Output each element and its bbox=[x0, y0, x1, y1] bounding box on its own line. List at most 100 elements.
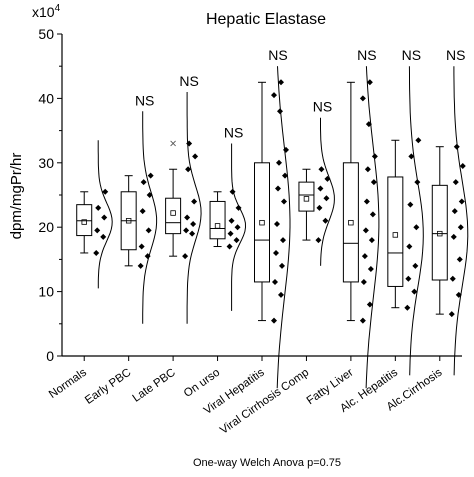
mean-marker bbox=[170, 210, 176, 216]
data-point bbox=[367, 266, 374, 273]
data-point bbox=[272, 278, 278, 285]
iqr-box bbox=[209, 200, 226, 240]
x-tick-label: Early PBC bbox=[83, 367, 133, 407]
data-point bbox=[318, 166, 325, 173]
data-point bbox=[455, 291, 462, 298]
iqr-box bbox=[165, 197, 182, 235]
data-point bbox=[280, 237, 286, 244]
data-point bbox=[93, 249, 100, 256]
data-point bbox=[184, 214, 191, 221]
data-point bbox=[192, 153, 199, 160]
data-point bbox=[366, 301, 373, 308]
data-point bbox=[278, 79, 284, 86]
data-point bbox=[369, 211, 376, 218]
data-point bbox=[191, 198, 198, 205]
mean-marker bbox=[81, 219, 87, 225]
significance-label: NS bbox=[357, 47, 376, 63]
data-point bbox=[414, 179, 421, 186]
significance-label: NS bbox=[313, 99, 332, 115]
data-point bbox=[276, 159, 282, 166]
iqr-box bbox=[387, 176, 404, 287]
data-point bbox=[271, 317, 277, 324]
box-group: Normals bbox=[47, 140, 113, 401]
data-point bbox=[323, 195, 330, 202]
x-tick-label: On urso bbox=[182, 367, 222, 400]
data-point bbox=[182, 253, 189, 260]
distribution-curve bbox=[142, 111, 158, 324]
data-point bbox=[456, 256, 463, 263]
data-point bbox=[140, 179, 147, 186]
data-point bbox=[322, 217, 329, 224]
data-point bbox=[183, 227, 190, 234]
data-point bbox=[277, 108, 283, 115]
data-point bbox=[316, 204, 323, 211]
data-point bbox=[226, 243, 233, 250]
mean-marker bbox=[259, 219, 265, 226]
footnote: One-way Welch Anova p=0.75 bbox=[193, 457, 341, 469]
data-point bbox=[363, 198, 370, 205]
significance-label: NS bbox=[446, 47, 465, 63]
distribution-curve bbox=[453, 66, 469, 376]
data-point bbox=[457, 224, 464, 231]
mean-marker bbox=[303, 196, 310, 202]
distribution-curve bbox=[408, 66, 424, 376]
data-point bbox=[189, 230, 196, 237]
data-point bbox=[364, 166, 371, 173]
data-point bbox=[408, 153, 415, 160]
y-tick-label: 20 bbox=[38, 219, 54, 235]
data-point bbox=[144, 253, 151, 260]
data-point bbox=[366, 79, 373, 86]
data-point bbox=[227, 230, 234, 237]
box-group: Late PBC NS bbox=[131, 73, 202, 405]
data-point bbox=[279, 262, 285, 269]
data-point bbox=[451, 208, 458, 215]
data-point bbox=[139, 208, 146, 215]
data-point bbox=[453, 143, 460, 150]
data-point bbox=[317, 185, 324, 192]
y-tick-label: 50 bbox=[38, 26, 54, 42]
significance-label: NS bbox=[135, 92, 154, 108]
data-point bbox=[185, 166, 192, 173]
mean-marker bbox=[348, 219, 354, 226]
significance-label: NS bbox=[224, 124, 243, 140]
iqr-box bbox=[342, 162, 359, 283]
outlier-marker bbox=[170, 140, 176, 147]
data-point bbox=[147, 172, 154, 179]
data-point bbox=[101, 214, 108, 221]
data-point bbox=[138, 243, 145, 250]
data-point bbox=[407, 201, 414, 208]
data-point bbox=[281, 198, 287, 205]
data-point bbox=[361, 253, 368, 260]
distribution-curve bbox=[186, 92, 202, 324]
mean-marker bbox=[437, 230, 443, 237]
data-point bbox=[413, 224, 420, 231]
distribution-curve bbox=[231, 143, 247, 311]
data-point bbox=[450, 233, 457, 240]
data-point bbox=[94, 227, 101, 234]
distribution-curve bbox=[276, 66, 291, 389]
data-point bbox=[275, 185, 281, 192]
data-point bbox=[362, 227, 369, 234]
data-point bbox=[449, 275, 456, 282]
data-point bbox=[271, 92, 277, 99]
data-point bbox=[452, 179, 459, 186]
data-point bbox=[102, 188, 109, 195]
data-point bbox=[145, 227, 152, 234]
data-point bbox=[412, 262, 419, 269]
data-point bbox=[405, 275, 412, 282]
y-multiplier-exponent: 4 bbox=[55, 3, 61, 14]
data-point bbox=[234, 224, 241, 231]
data-point bbox=[278, 291, 284, 298]
significance-label: NS bbox=[268, 47, 287, 63]
x-tick-label: Normals bbox=[47, 366, 89, 401]
y-tick-label: 0 bbox=[46, 348, 54, 364]
data-point bbox=[228, 217, 235, 224]
data-point bbox=[458, 198, 465, 205]
y-axis-label: dpm/mgPr/hr bbox=[8, 153, 25, 240]
data-point bbox=[368, 237, 375, 244]
data-point bbox=[371, 153, 378, 160]
y-tick-label: 30 bbox=[38, 155, 54, 171]
significance-label: NS bbox=[179, 73, 198, 89]
data-point bbox=[233, 237, 240, 244]
